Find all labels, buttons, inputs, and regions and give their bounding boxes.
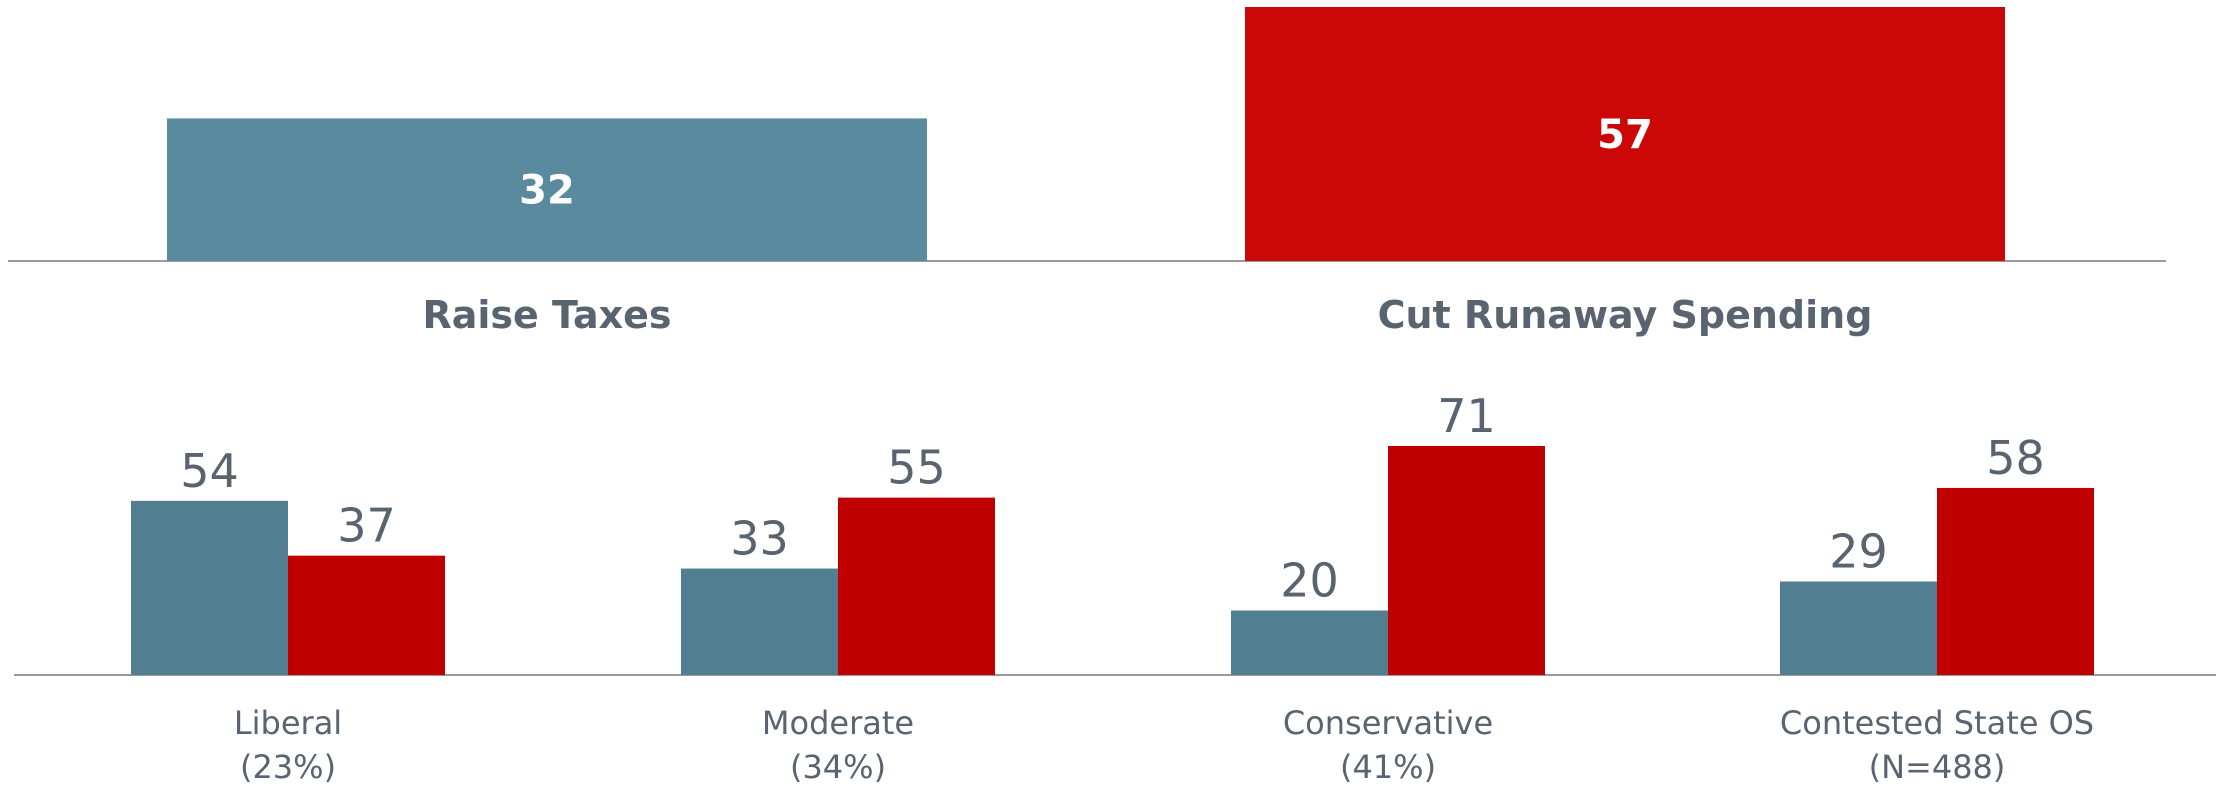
bottom-bar: [1231, 610, 1388, 675]
bottom-bar: [288, 555, 445, 675]
bottom-bar-value-label: 71: [1437, 389, 1496, 443]
bottom-category-label: Conservative: [1283, 704, 1493, 742]
top-bar-value-label: 57: [1597, 112, 1653, 158]
bottom-bar: [681, 568, 838, 675]
bottom-category-label: Liberal: [234, 704, 342, 742]
top-category-label: Cut Runaway Spending: [1378, 293, 1873, 337]
bottom-category-label: Contested State OS: [1780, 704, 2094, 742]
bottom-category-label: Moderate: [762, 704, 914, 742]
bottom-bar-value-label: 58: [1986, 431, 2045, 485]
bottom-bar-value-label: 37: [337, 499, 396, 553]
bottom-bar-value-label: 33: [730, 512, 789, 566]
bottom-bar-value-label: 55: [887, 441, 946, 495]
bottom-bar-value-label: 29: [1829, 524, 1888, 578]
bottom-bar: [1937, 487, 2094, 675]
bottom-bar: [1780, 581, 1937, 675]
bottom-grouped-bar-chart: 54 37 Liberal (23%) 33 55 Moderate (34%) 20 71 Con…: [14, 389, 2216, 786]
top-bar-0: [167, 118, 927, 262]
top-bar-value-label: 32: [519, 168, 575, 214]
top-bar-chart: 32 Raise Taxes 57 Cut Runaway Spending: [8, 7, 2166, 337]
bottom-category-sublabel: (34%): [790, 748, 886, 786]
top-bar-1: [1245, 7, 2005, 261]
bottom-bar: [838, 497, 995, 675]
bottom-bar-value-label: 20: [1280, 553, 1339, 607]
top-category-label: Raise Taxes: [422, 293, 671, 337]
bottom-bar: [131, 500, 288, 675]
bottom-bar: [1388, 446, 1545, 675]
bottom-category-sublabel: (23%): [240, 748, 336, 786]
bottom-category-sublabel: (41%): [1340, 748, 1436, 786]
bottom-bar-value-label: 54: [180, 444, 239, 498]
bottom-category-sublabel: (N=488): [1869, 748, 2006, 786]
